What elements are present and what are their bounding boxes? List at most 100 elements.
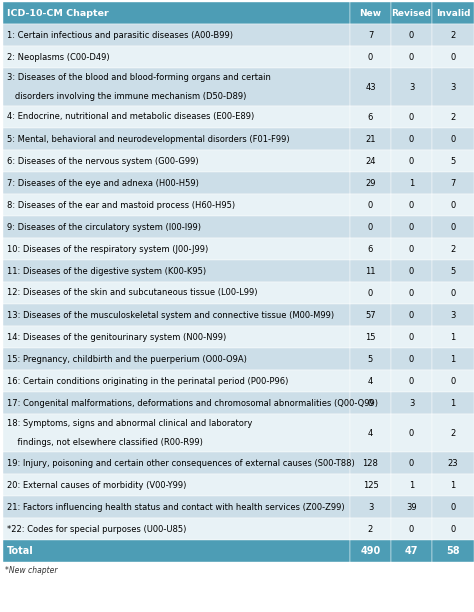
Bar [391,194,432,216]
Bar [391,238,432,260]
Text: 0: 0 [450,288,456,297]
Bar [3,106,350,128]
Bar [391,68,432,106]
Text: 9: Diseases of the circulatory system (I00-I99): 9: Diseases of the circulatory system (I… [7,223,201,231]
Bar [3,194,350,216]
Bar [350,518,391,540]
Bar [391,496,432,518]
Text: 3: 3 [368,502,373,512]
Text: 19: Injury, poisoning and certain other consequences of external causes (S00-T88: 19: Injury, poisoning and certain other … [7,458,355,468]
Text: 0: 0 [409,135,414,143]
Bar [350,2,391,24]
Text: 0: 0 [409,376,414,386]
Bar [350,304,391,326]
Bar [432,194,474,216]
Text: 0: 0 [409,354,414,364]
Bar [3,540,350,562]
Text: 47: 47 [405,546,418,556]
Bar [350,452,391,474]
Bar [391,128,432,150]
Bar [3,216,350,238]
Bar [3,2,350,24]
Text: 0: 0 [450,135,456,143]
Bar [391,282,432,304]
Text: 0: 0 [409,157,414,165]
Bar [350,46,391,68]
Bar [432,370,474,392]
Text: 2: 2 [450,245,456,253]
Bar [432,414,474,452]
Bar [3,370,350,392]
Text: New: New [359,9,382,18]
Bar [391,2,432,24]
Text: 4: 4 [368,376,373,386]
Text: 4: 4 [368,428,373,438]
Text: 10: Diseases of the respiratory system (J00-J99): 10: Diseases of the respiratory system (… [7,245,208,253]
Bar [350,326,391,348]
Text: Total: Total [7,546,34,556]
Bar [391,414,432,452]
Text: 0: 0 [368,223,373,231]
Text: 11: 11 [365,266,376,275]
Text: 0: 0 [368,53,373,61]
Bar [391,452,432,474]
Text: 1: 1 [450,480,456,490]
Bar [391,304,432,326]
Bar [3,282,350,304]
Text: 1: 1 [409,179,414,187]
Text: 0: 0 [409,223,414,231]
Text: Invalid: Invalid [436,9,470,18]
Text: 24: 24 [365,157,376,165]
Text: 5: 5 [368,354,373,364]
Text: 125: 125 [363,480,378,490]
Bar [3,414,350,452]
Text: 0: 0 [450,53,456,61]
Bar [391,348,432,370]
Text: 4: Endocrine, nutritional and metabolic diseases (E00-E89): 4: Endocrine, nutritional and metabolic … [7,113,254,122]
Text: 6: 6 [368,113,373,122]
Text: 2: 2 [450,113,456,122]
Bar [3,24,350,46]
Bar [432,304,474,326]
Text: 7: 7 [368,31,373,40]
Bar [391,540,432,562]
Bar [3,518,350,540]
Text: Revised: Revised [392,9,431,18]
Bar [350,128,391,150]
Bar [432,518,474,540]
Text: 23: 23 [447,458,458,468]
Bar [432,150,474,172]
Text: 1: 1 [450,398,456,408]
Text: 0: 0 [409,332,414,341]
Bar [3,150,350,172]
Text: 29: 29 [365,179,376,187]
Bar [3,392,350,414]
Text: 16: Certain conditions originating in the perinatal period (P00-P96): 16: Certain conditions originating in th… [7,376,288,386]
Text: 5: 5 [450,266,456,275]
Bar [391,172,432,194]
Bar [432,392,474,414]
Text: 7: 7 [450,179,456,187]
Bar [3,68,350,106]
Bar [350,540,391,562]
Bar [3,172,350,194]
Bar [432,496,474,518]
Bar [432,68,474,106]
Bar [432,260,474,282]
Bar [350,496,391,518]
Text: 0: 0 [409,31,414,40]
Bar [391,370,432,392]
Bar [391,150,432,172]
Text: 13: Diseases of the musculoskeletal system and connective tissue (M00-M99): 13: Diseases of the musculoskeletal syst… [7,310,334,319]
Bar [391,392,432,414]
Bar [432,2,474,24]
Text: 43: 43 [365,83,376,92]
Text: 57: 57 [365,310,376,319]
Text: 128: 128 [363,458,378,468]
Bar [432,474,474,496]
Text: disorders involving the immune mechanism (D50-D89): disorders involving the immune mechanism… [7,92,246,100]
Text: 2: 2 [450,428,456,438]
Bar [350,392,391,414]
Text: 2: 2 [450,31,456,40]
Bar [350,150,391,172]
